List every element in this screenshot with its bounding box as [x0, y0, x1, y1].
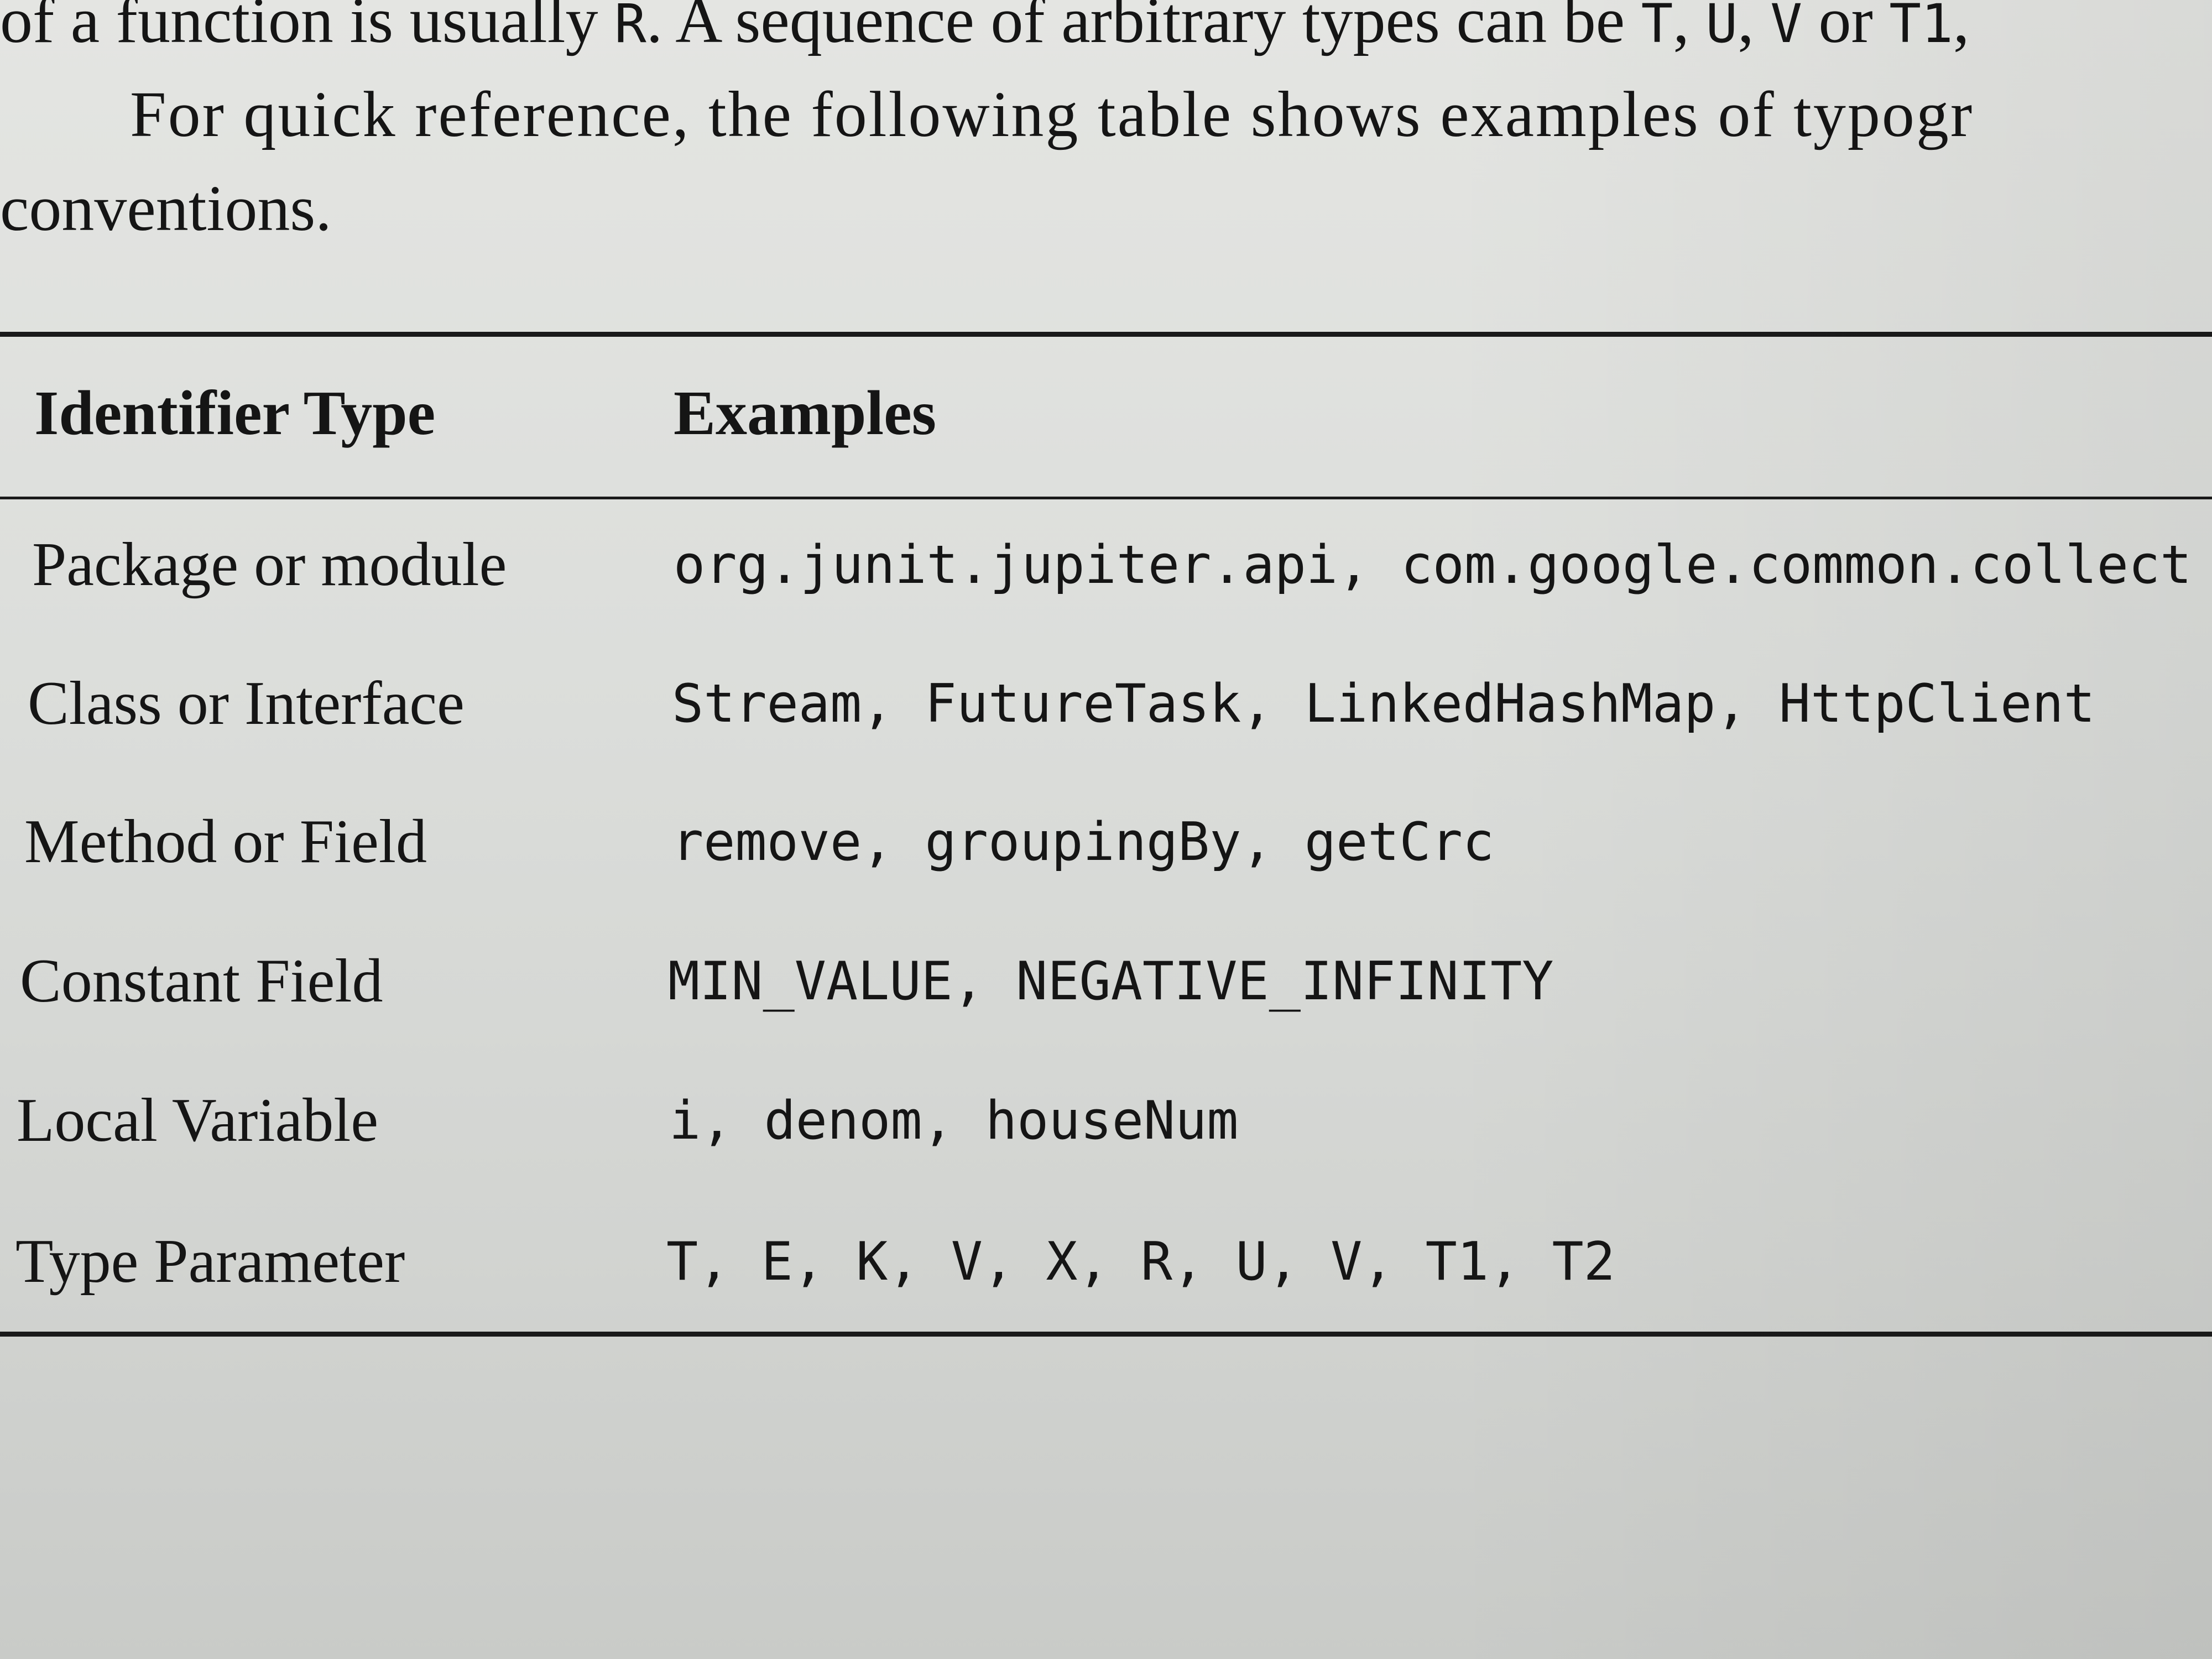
table-row: Constant Field MIN_VALUE, NEGATIVE_INFIN… — [0, 950, 2212, 1061]
intro-text: . A sequence of arbitrary types can be — [646, 0, 1641, 56]
identifier-type-cell: Constant Field — [20, 947, 383, 1015]
examples-cell: org.junit.jupiter.api, com.google.common… — [674, 535, 2192, 596]
examples-cell: MIN_VALUE, NEGATIVE_INFINITY — [668, 951, 1554, 1012]
code-term: T — [1641, 0, 1673, 55]
table-row: Type Parameter T, E, K, V, X, R, U, V, T… — [0, 1230, 2212, 1341]
intro-text: , — [1738, 0, 1771, 56]
table-header-rule — [0, 497, 2212, 499]
intro-text: of a function is usually — [0, 0, 614, 56]
intro-text: or — [1802, 0, 1890, 56]
table-row: Method or Field remove, groupingBy, getC… — [0, 811, 2212, 921]
identifier-type-cell: Method or Field — [24, 807, 427, 876]
identifier-type-cell: Local Variable — [17, 1086, 379, 1155]
code-term: V — [1770, 0, 1802, 55]
code-term: R — [614, 0, 646, 55]
column-header-identifier-type: Identifier Type — [34, 378, 436, 448]
table-row: Class or Interface Stream, FutureTask, L… — [0, 672, 2212, 783]
table-bottom-rule — [0, 1332, 2212, 1337]
identifier-type-cell: Type Parameter — [15, 1227, 405, 1296]
identifier-type-cell: Class or Interface — [28, 669, 465, 738]
intro-line-2: For quick reference, the following table… — [130, 78, 1974, 150]
examples-cell: T, E, K, V, X, R, U, V, T1, T2 — [666, 1232, 1615, 1292]
column-header-examples: Examples — [674, 378, 937, 448]
intro-text: , — [1673, 0, 1706, 56]
intro-line-3: conventions. — [0, 172, 332, 244]
intro-text: , — [1953, 0, 1970, 56]
table-top-rule — [0, 332, 2212, 337]
examples-cell: remove, groupingBy, getCrc — [672, 812, 1495, 873]
identifier-type-cell: Package or module — [32, 530, 507, 599]
table-row: Package or module org.junit.jupiter.api,… — [0, 534, 2212, 644]
code-term: T1 — [1889, 0, 1953, 55]
code-term: U — [1705, 0, 1738, 55]
intro-line-1: of a function is usually R. A sequence o… — [0, 0, 1969, 53]
examples-cell: Stream, FutureTask, LinkedHashMap, HttpC… — [672, 674, 2095, 734]
table-row: Local Variable i, denom, houseNum — [0, 1089, 2212, 1200]
examples-cell: i, denom, houseNum — [669, 1091, 1239, 1151]
